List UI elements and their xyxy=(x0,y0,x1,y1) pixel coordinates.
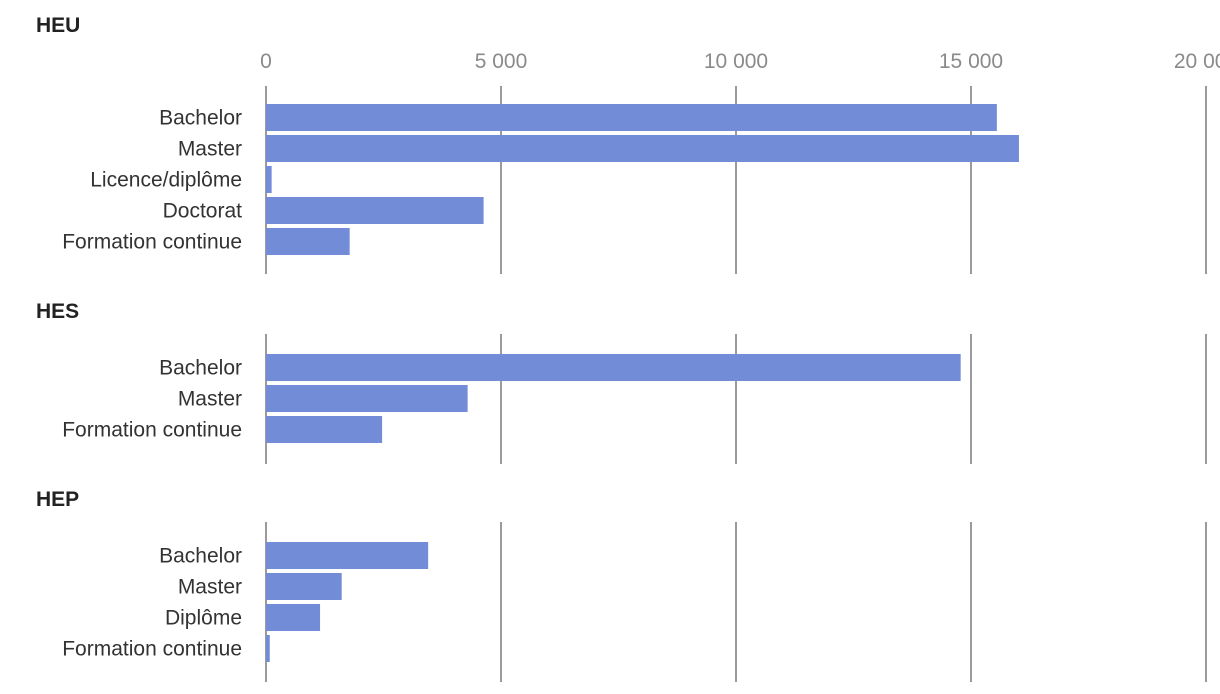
x-tick-label: 0 xyxy=(260,50,272,73)
category-label: Bachelor xyxy=(159,357,242,380)
panel-title: HEU xyxy=(36,14,80,37)
x-tick-label: 10 000 xyxy=(704,50,768,73)
panel-title: HES xyxy=(36,300,79,323)
category-label: Formation continue xyxy=(62,419,242,442)
category-label: Master xyxy=(178,388,242,411)
category-label: Formation continue xyxy=(62,231,242,254)
bar-hes-1 xyxy=(266,385,468,412)
bar-heu-0 xyxy=(266,104,997,131)
bar-hep-0 xyxy=(266,542,429,569)
bar-hes-2 xyxy=(266,416,383,443)
bar-heu-1 xyxy=(266,135,1019,162)
panel-hep: HEP Bachelor Master Diplôme Formation contin… xyxy=(36,488,1207,682)
category-label: Master xyxy=(178,576,242,599)
category-label: Licence/diplôme xyxy=(90,169,242,192)
bar-heu-2 xyxy=(266,166,272,193)
bar-heu-3 xyxy=(266,197,484,224)
bar-hep-2 xyxy=(266,604,321,631)
category-label: Doctorat xyxy=(163,200,243,223)
x-tick-label: 20 000 xyxy=(1174,50,1220,73)
bar-hep-3 xyxy=(266,635,270,662)
x-tick-label: 5 000 xyxy=(475,50,528,73)
panel-title: HEP xyxy=(36,488,79,511)
category-label: Bachelor xyxy=(159,545,242,568)
category-label: Diplôme xyxy=(165,607,242,630)
panel-hes: HES Bachelor Master Formation continue xyxy=(36,300,1207,464)
category-label: Bachelor xyxy=(159,107,242,130)
bar-hep-1 xyxy=(266,573,342,600)
bar-hes-0 xyxy=(266,354,961,381)
category-label: Formation continue xyxy=(62,638,242,661)
x-tick-label: 15 000 xyxy=(939,50,1003,73)
panel-heu: HEU Bachelor Master Licence/diplôme Doctorat… xyxy=(36,14,1207,274)
category-label: Master xyxy=(178,138,242,161)
bar-heu-4 xyxy=(266,228,350,255)
